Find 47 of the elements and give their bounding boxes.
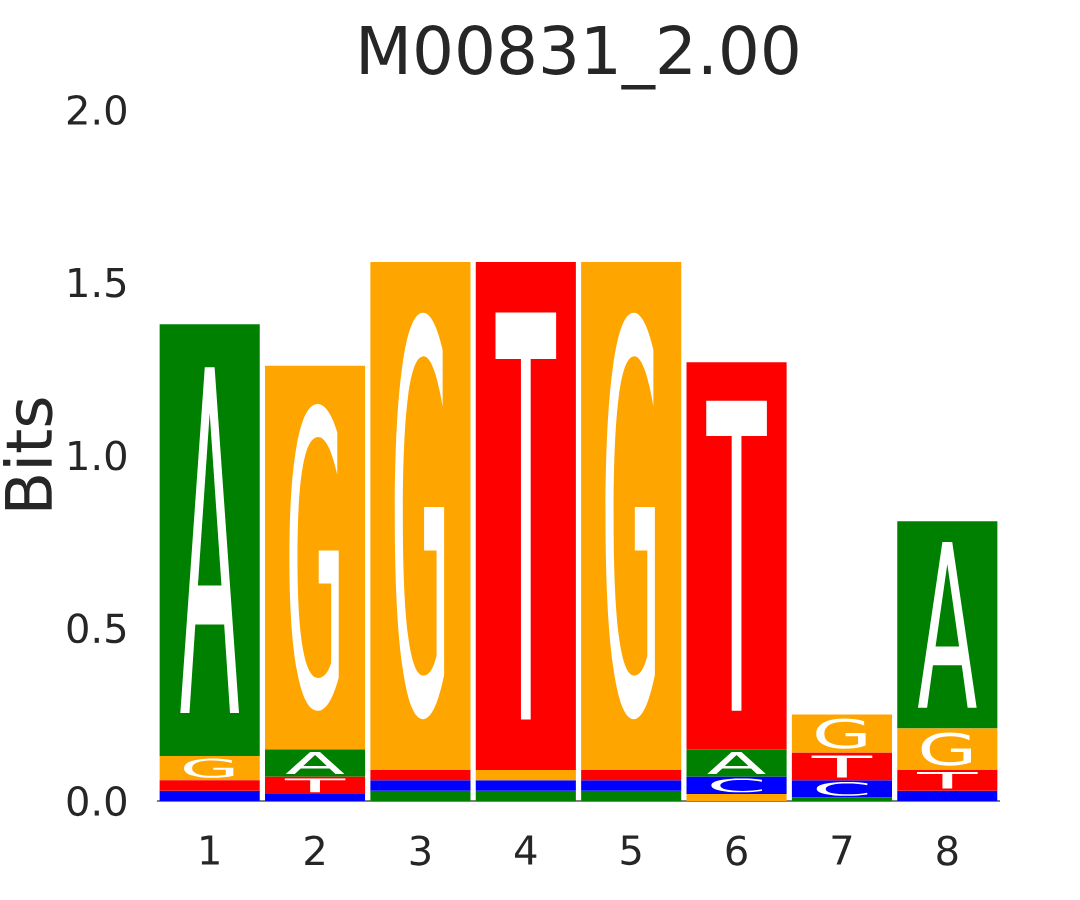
bar (159, 790, 260, 801)
bar (370, 790, 471, 801)
bar (791, 780, 892, 798)
y-tick-label: 1.5 (69, 267, 126, 298)
text: G (816, 718, 866, 749)
text: G (394, 312, 445, 720)
x-tick-label: 5 (621, 835, 641, 866)
y-tick-label: 2.0 (67, 94, 126, 126)
text: G (921, 732, 971, 766)
bar (581, 790, 682, 801)
text: T (495, 312, 557, 720)
x-tick-label: 4 (515, 835, 537, 865)
text: T (811, 755, 873, 778)
bar (475, 790, 576, 801)
series-label: T (284, 778, 346, 793)
x-tick-label: 8 (937, 835, 958, 866)
y-tick-label: 1.0 (69, 440, 126, 471)
series-label: C (711, 778, 762, 793)
text: A (917, 541, 977, 708)
x-tick-label: 2 (305, 835, 324, 866)
text: A (707, 751, 766, 775)
x-tick-label: 6 (726, 835, 747, 866)
y-tick-label: 0.5 (67, 613, 126, 644)
text: T (917, 771, 978, 789)
bar (686, 794, 787, 801)
text: G (605, 312, 655, 720)
bar (265, 794, 366, 801)
bar (897, 790, 998, 801)
text: T (706, 400, 767, 711)
y-axis-title: Bits (3, 398, 53, 510)
bar (370, 769, 471, 781)
y-tick-label: 0.0 (67, 785, 126, 817)
text: C (816, 781, 868, 796)
bar (370, 780, 471, 791)
bar (581, 780, 682, 791)
x-tick-label: 3 (410, 835, 430, 866)
bar (475, 769, 576, 781)
text: G (289, 404, 339, 711)
text: A (180, 367, 240, 714)
chart-title: M00831_2.00 (361, 25, 798, 90)
series-label: A (285, 751, 345, 775)
x-tick-label: 1 (201, 835, 219, 865)
series-label: G (184, 758, 234, 778)
x-tick-label: 7 (832, 835, 852, 865)
bar (475, 780, 576, 791)
bar (581, 769, 682, 781)
bar (159, 780, 260, 791)
